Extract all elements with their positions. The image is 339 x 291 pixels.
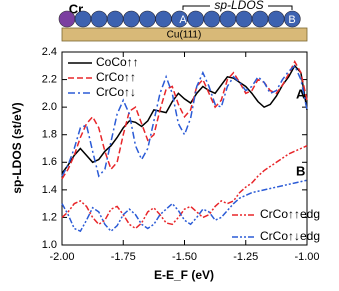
co-atom	[267, 10, 285, 28]
co-atom	[203, 10, 221, 28]
series-line	[61, 64, 308, 178]
series-line	[61, 145, 308, 230]
cr-atom	[58, 10, 76, 28]
y-tick-label: 1.6	[42, 156, 57, 168]
co-atom	[74, 10, 92, 28]
x-tick-label: -1.75	[111, 251, 136, 263]
x-tick-label: -1.00	[294, 251, 319, 263]
y-tick-label: 1.4	[42, 184, 57, 196]
annotation: B	[296, 163, 305, 178]
co-atom	[106, 10, 124, 28]
y-tick-label: 1.8	[42, 129, 57, 141]
legend-label: CrCo↑↓edg	[260, 229, 320, 243]
co-atom	[235, 10, 253, 28]
x-tick-label: -1.25	[233, 251, 258, 263]
co-atom	[139, 10, 156, 28]
substrate	[61, 27, 308, 42]
co-atom	[187, 10, 204, 28]
series-line	[61, 179, 308, 233]
y-tick-label: 2.0	[42, 101, 57, 113]
co-atom	[283, 10, 301, 28]
y-tick-label: 1.0	[42, 239, 57, 251]
y-tick-label: 2.2	[42, 73, 57, 85]
y-tick-label: 1.2	[42, 211, 57, 223]
x-axis-label: E-E_F (eV)	[154, 268, 214, 282]
x-tick-label: -1.50	[172, 251, 197, 263]
co-atom	[90, 10, 108, 28]
site-label: B	[288, 14, 295, 26]
annotation: A	[296, 86, 306, 101]
y-tick-label: 2.4	[42, 46, 57, 58]
series-line	[61, 64, 308, 174]
bracket-label: sp-LDOS	[214, 0, 263, 12]
legend-label: CrCo↑↓	[96, 85, 136, 99]
co-atom	[155, 10, 172, 28]
x-tick-label: -2.00	[49, 251, 74, 263]
bracket-gap	[210, 0, 268, 12]
y-axis-label: sp-LDOS (st/eV)	[10, 102, 24, 193]
legend-label: CrCo↑↑edg	[260, 207, 320, 221]
legend-label: CrCo↑↑	[96, 70, 136, 84]
co-atom	[123, 10, 140, 28]
co-atom	[251, 10, 269, 28]
site-label: A	[179, 14, 187, 26]
co-atom	[219, 10, 237, 28]
substrate-label: Cu(111)	[167, 30, 202, 41]
legend-label: CoCo↑↑	[96, 55, 139, 69]
